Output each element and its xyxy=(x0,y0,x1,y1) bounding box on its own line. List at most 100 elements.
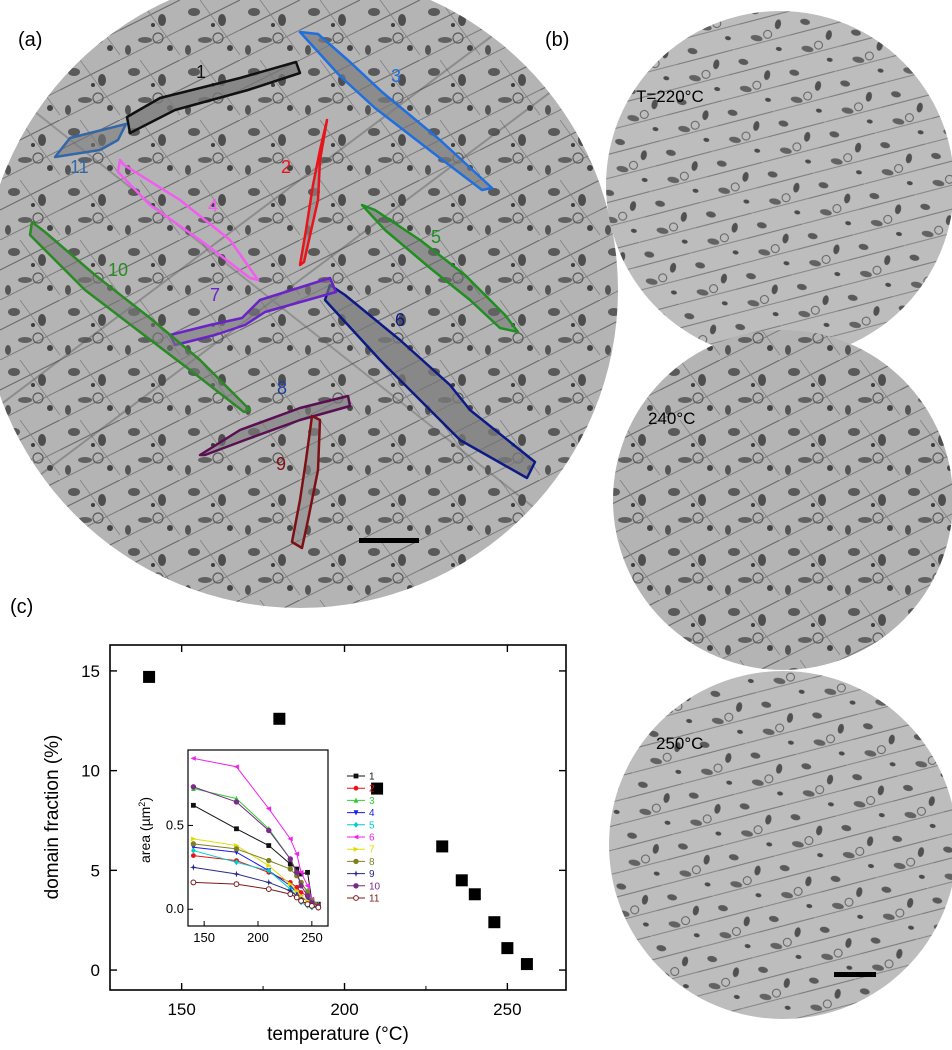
inset-marker xyxy=(265,879,273,886)
inset-marker xyxy=(298,883,304,889)
inset-series-11 xyxy=(190,879,322,911)
inset-marker xyxy=(266,867,272,874)
main-x-tick-label: 150 xyxy=(167,1000,195,1019)
legend-label: 11 xyxy=(369,894,380,905)
panel-label-c: (c) xyxy=(10,596,33,618)
data-point xyxy=(273,712,286,725)
inset-marker xyxy=(233,870,240,878)
inset-marker xyxy=(305,869,310,875)
inset-marker xyxy=(287,881,294,887)
inset-marker xyxy=(352,870,360,877)
inset-y-tick-label: 0.5 xyxy=(166,817,184,832)
inset-series-6 xyxy=(190,755,321,909)
inset-y-axis-title: area (µm2) xyxy=(137,797,153,863)
inset-marker xyxy=(190,853,196,858)
inset-marker xyxy=(233,846,240,852)
inset-marker xyxy=(353,821,359,828)
inset-marker xyxy=(233,881,240,887)
data-point xyxy=(468,888,481,901)
inset-marker xyxy=(266,843,272,848)
domain-8 xyxy=(198,394,352,457)
inset-marker xyxy=(266,857,272,864)
inset-marker xyxy=(293,851,300,857)
data-point xyxy=(143,670,156,683)
inset-marker xyxy=(189,863,197,871)
inset-marker xyxy=(287,856,294,862)
domain-label-2: 2 xyxy=(281,157,291,177)
inset-marker xyxy=(294,869,300,876)
inset-marker xyxy=(190,836,197,842)
main-x-tick-label: 200 xyxy=(330,1000,358,1019)
domain-7 xyxy=(168,276,338,347)
inset-plot-frame xyxy=(187,749,329,927)
domain-label-4: 4 xyxy=(208,196,218,216)
inset-marker xyxy=(353,773,359,779)
inset-marker xyxy=(266,827,272,834)
micrograph-b2 xyxy=(613,330,952,670)
main-y-tick-label: 10 xyxy=(81,762,100,781)
panel-label-b: (b) xyxy=(545,29,569,51)
domain-label-9: 9 xyxy=(276,454,286,474)
legend-label: 1 xyxy=(369,772,375,783)
inset-marker xyxy=(353,858,359,865)
legend-label: 2 xyxy=(369,784,375,795)
domain-label-1: 1 xyxy=(196,62,206,82)
temp-label-250: 250°C xyxy=(656,734,703,753)
inset-marker xyxy=(304,883,310,889)
domain-4 xyxy=(116,158,260,282)
inset-series-10 xyxy=(190,784,322,909)
micrograph-b1 xyxy=(606,11,952,359)
inset-marker xyxy=(294,866,300,872)
inset-marker xyxy=(287,861,293,867)
inset-marker xyxy=(190,802,196,808)
inset-marker xyxy=(353,810,359,816)
inset-marker xyxy=(298,869,304,875)
legend-label: 5 xyxy=(369,820,375,831)
main-plot-frame xyxy=(109,644,567,991)
domain-label-10: 10 xyxy=(108,260,128,280)
inset-marker xyxy=(190,784,197,790)
inset-marker xyxy=(353,846,359,852)
data-point xyxy=(455,874,468,887)
panel-label-a: (a) xyxy=(18,29,42,51)
domain-5 xyxy=(360,203,520,334)
main-x-tick-label: 250 xyxy=(493,1000,521,1019)
micrograph-a xyxy=(0,0,618,608)
inset-marker xyxy=(353,834,359,840)
domain-6 xyxy=(323,283,537,480)
inset-marker xyxy=(287,891,294,898)
scale-bar-a xyxy=(359,538,419,543)
domain-1 xyxy=(125,60,302,135)
main-x-axis-title: temperature (°C) xyxy=(267,1024,409,1045)
main-y-axis-title: domain fraction (%) xyxy=(42,735,63,900)
domain-label-3: 3 xyxy=(391,66,401,86)
inset-y-tick-label: 0.0 xyxy=(166,901,184,916)
inset-marker xyxy=(298,893,304,899)
micrograph-b3 xyxy=(609,671,952,1019)
inset-marker xyxy=(190,879,197,886)
inset-marker xyxy=(265,806,272,812)
inset-marker xyxy=(353,883,359,889)
scale-bar-b xyxy=(834,972,876,977)
domain-11 xyxy=(53,122,128,159)
legend-label: 6 xyxy=(369,833,375,844)
inset-x-tick-label: 250 xyxy=(301,930,323,945)
inset-marker xyxy=(294,885,300,890)
domain-10 xyxy=(28,220,252,414)
data-point xyxy=(520,958,533,971)
temp-label-240: 240°C xyxy=(648,409,695,428)
inset-marker xyxy=(294,888,300,894)
inset-marker xyxy=(190,847,196,854)
domain-9 xyxy=(290,414,322,550)
inset-x-tick-label: 150 xyxy=(193,930,215,945)
domain-label-5: 5 xyxy=(431,227,441,247)
domain-3 xyxy=(298,30,494,192)
inset-marker xyxy=(353,785,359,791)
inset-marker xyxy=(298,871,304,877)
domain-label-8: 8 xyxy=(277,378,287,398)
inset-marker xyxy=(298,897,304,904)
